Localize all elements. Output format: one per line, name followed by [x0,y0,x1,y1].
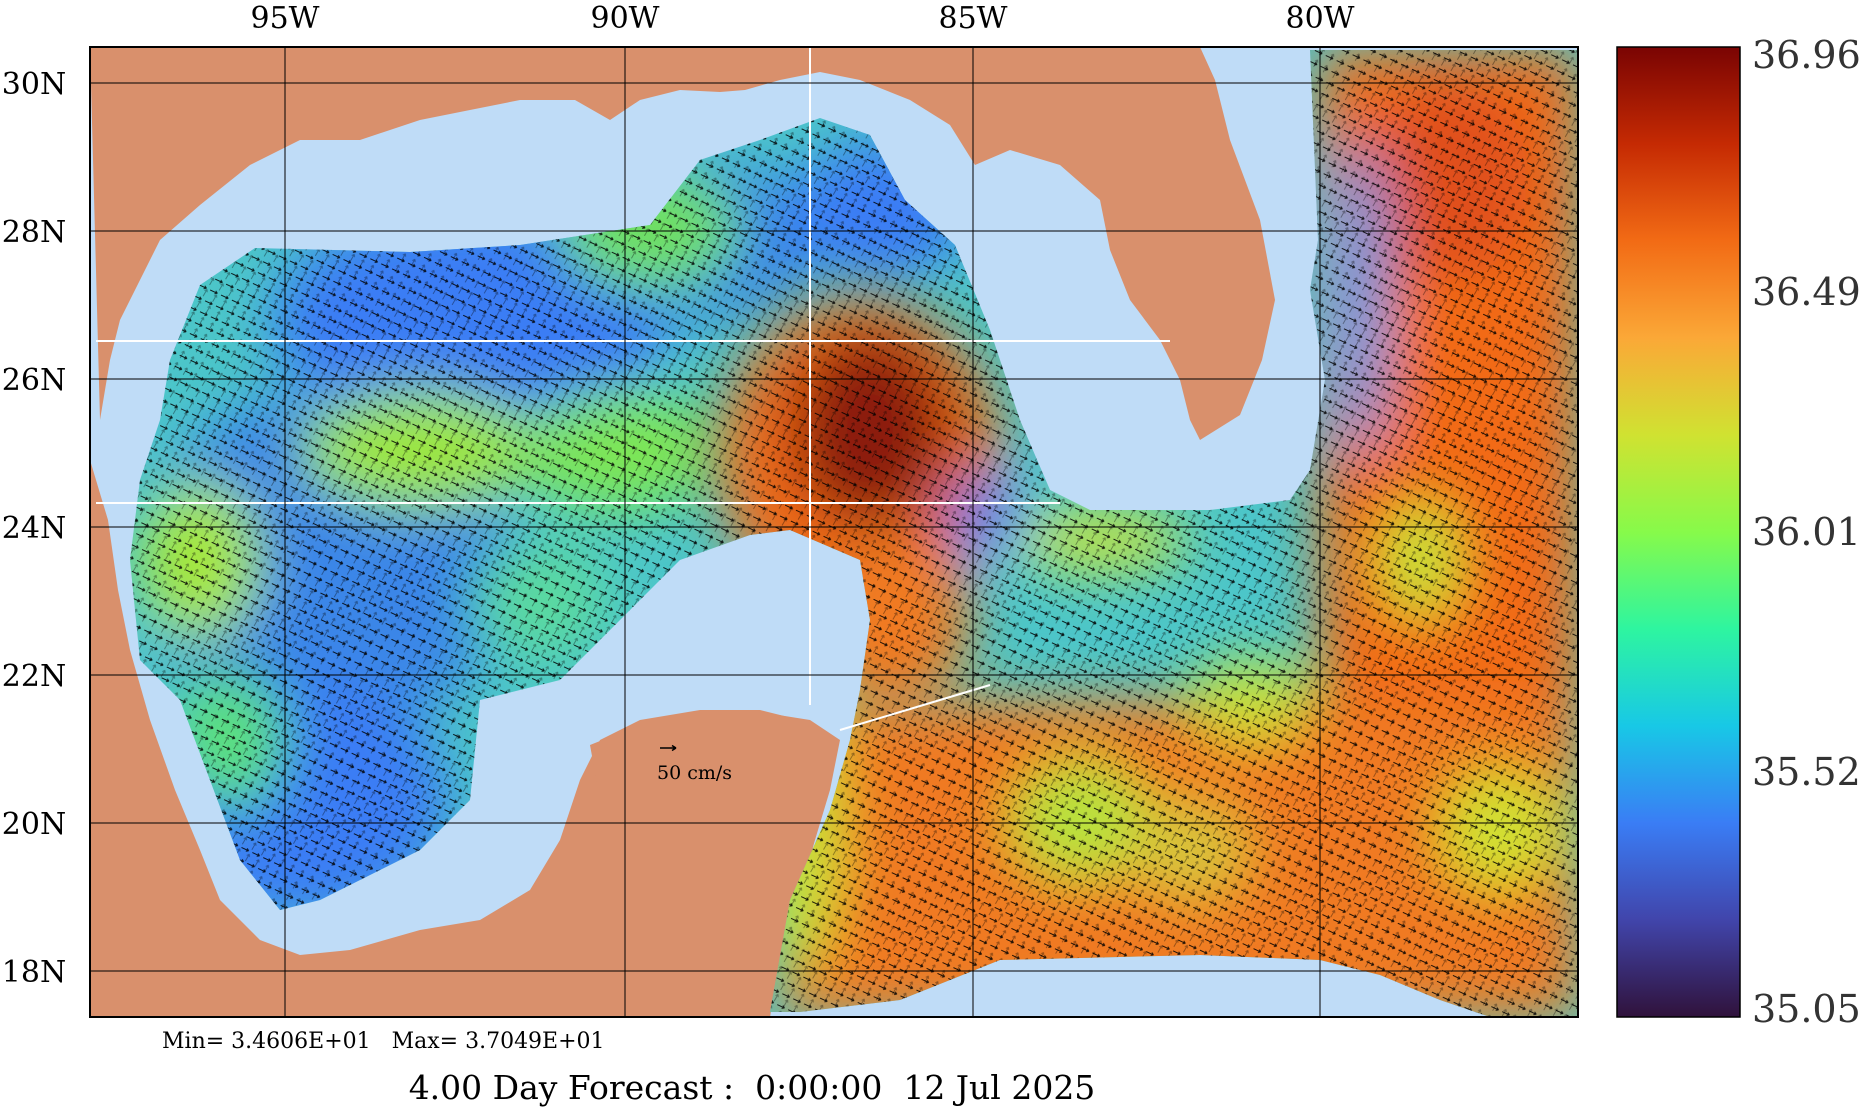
colorbar-tick-3: 35.52 [1752,750,1861,794]
lat-label-28n: 28N [2,215,66,250]
lat-label-24n: 24N [2,511,66,546]
lat-label-30n: 30N [2,67,66,102]
lon-label-90w: 90W [590,1,659,36]
colorbar: 36.96 36.49 36.01 35.52 35.05 [1616,33,1861,1031]
lat-label-18n: 18N [2,955,66,990]
vector-scale-arrow [660,744,677,752]
colorbar-tick-0: 36.96 [1752,33,1861,77]
domain-seams [96,47,1170,731]
lon-label-95w: 95W [250,1,319,36]
colorbar-tick-4: 35.05 [1752,987,1861,1031]
lon-label-85w: 85W [938,1,1007,36]
longitude-labels: 95W 90W 85W 80W [250,1,1354,36]
vector-scale: 50 cm/s [657,744,732,784]
colorbar-gradient [1616,46,1741,1018]
lat-label-22n: 22N [2,659,66,694]
colorbar-tick-1: 36.49 [1752,270,1861,314]
forecast-footer: 4.00 Day Forecast : 0:00:00 12 Jul 2025 [409,1068,1096,1107]
graticule [90,47,1578,1017]
vector-scale-label: 50 cm/s [657,762,732,784]
lat-label-26n: 26N [2,363,66,398]
plot-frame [89,46,1579,1018]
min-max-stats: Min= 3.4606E+01 Max= 3.7049E+01 [162,1029,605,1054]
latitude-labels: 30N 28N 26N 24N 22N 20N 18N [2,67,66,990]
lon-label-80w: 80W [1285,1,1354,36]
lat-label-20n: 20N [2,807,66,842]
salinity-field [130,50,1578,1017]
colorbar-tick-2: 36.01 [1752,510,1861,554]
